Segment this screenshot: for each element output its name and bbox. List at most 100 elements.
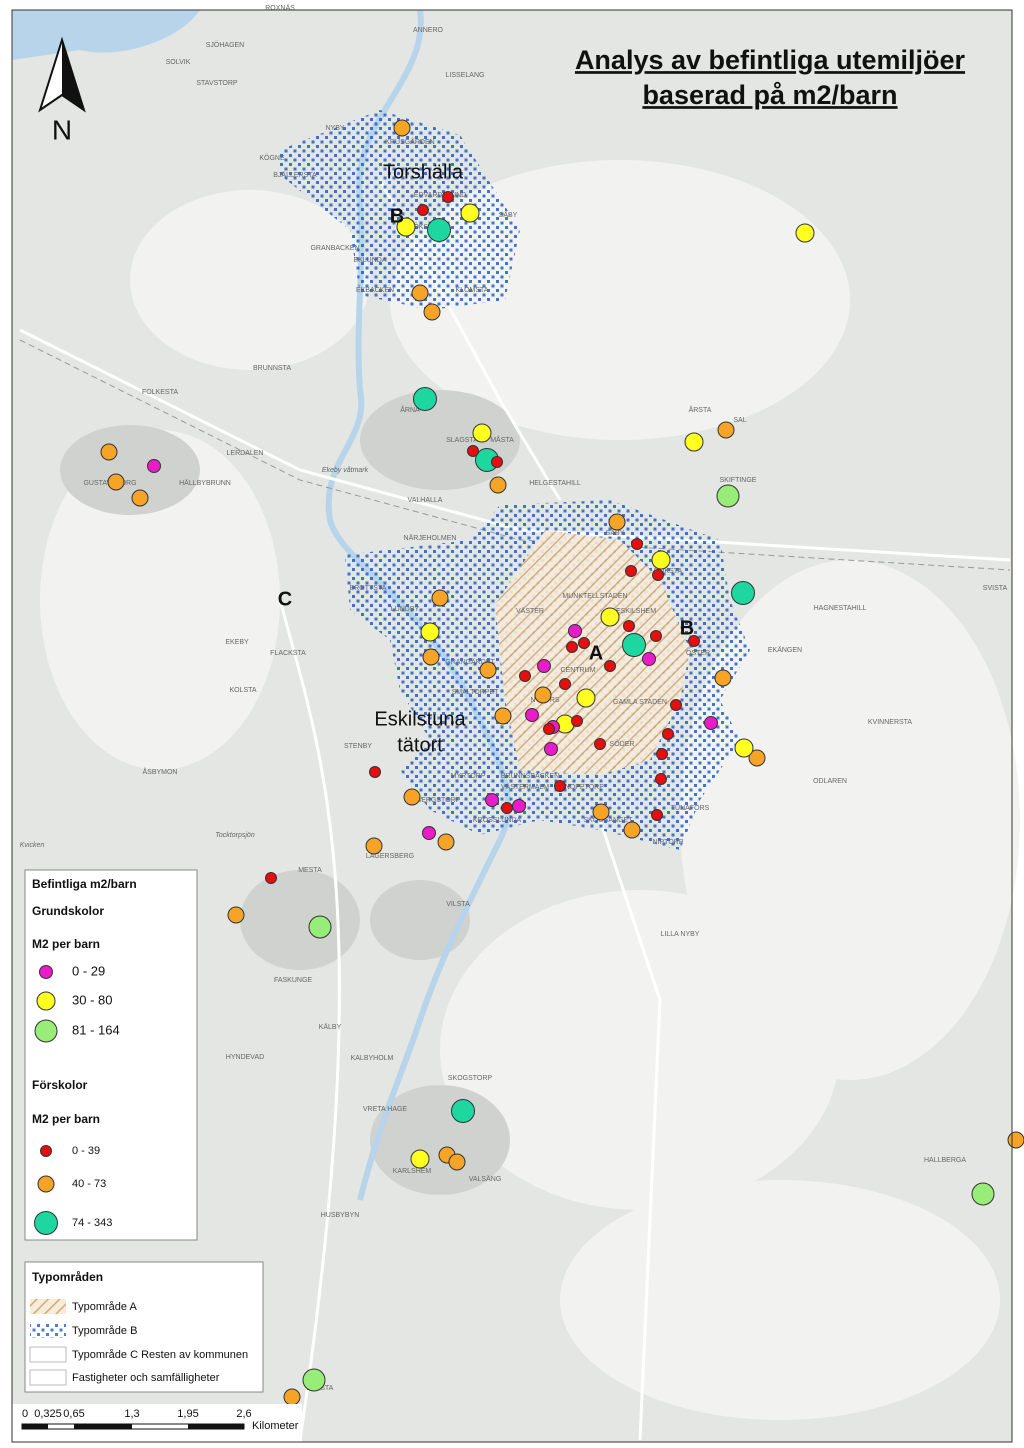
- urban-areas: [60, 390, 520, 1195]
- map-symbol: [460, 203, 480, 223]
- title: Analys av befintliga utemiljöer: [575, 45, 966, 75]
- map-symbol: [410, 1149, 430, 1169]
- place-name: NIPTORP: [653, 839, 684, 846]
- place-name: ÅRSTA: [689, 405, 712, 414]
- map-symbol: [594, 738, 606, 750]
- place-name: VRETA HAGE: [363, 1106, 408, 1113]
- legend-unit: M2 per barn: [32, 937, 100, 951]
- legend-item: Typområde A: [72, 1301, 137, 1313]
- legend-classes: 0 - 29 30 - 80 81 - 164 0 - 39 40 - 73 74 - 3…: [34, 963, 120, 1235]
- place-name: SÄBY: [606, 529, 625, 537]
- map-symbol: [716, 484, 740, 508]
- map-symbol: [688, 635, 700, 647]
- map-symbol: [651, 809, 663, 821]
- place-name: GRANGÄRDET: [445, 658, 495, 666]
- map-symbol: [554, 780, 566, 792]
- legend-group: Grundskolor: [32, 904, 104, 918]
- map-symbol: [519, 670, 531, 682]
- map-symbol: [731, 581, 755, 605]
- map-symbol: [578, 637, 590, 649]
- legend-swatch: [29, 1369, 67, 1386]
- place-name: KVINNERSTA: [868, 719, 913, 726]
- map-symbol: [566, 641, 578, 653]
- place-name: LAGERSBERG: [366, 853, 414, 860]
- legend-label: 0 - 39: [72, 1145, 100, 1157]
- north-label: N: [52, 114, 72, 145]
- place-name: EKBACKEN: [356, 287, 394, 294]
- scale-segment: [188, 1424, 244, 1429]
- place-name: SMALTORPET: [452, 689, 500, 696]
- place-name: KARLSHEM: [393, 1168, 432, 1175]
- map-symbol: [451, 1099, 475, 1123]
- map-symbol: [227, 906, 245, 924]
- map-symbol: [714, 669, 732, 687]
- map-symbol: [131, 489, 149, 507]
- legend-item: Typområde C Resten av kommunen: [72, 1349, 248, 1361]
- place-name: FLACKSTA: [270, 650, 306, 657]
- scale-label: 0: [22, 1408, 28, 1420]
- map-symbol: [396, 217, 416, 237]
- place-name: SÄBY: [499, 211, 518, 219]
- place-name: BJÄLLERSTA: [273, 171, 317, 179]
- place-name: ÅRNA: [400, 405, 420, 414]
- map-symbol: [413, 387, 437, 411]
- map-symbol: [365, 837, 383, 855]
- map-symbol: [656, 748, 668, 760]
- scale-segment: [74, 1424, 132, 1429]
- place-name: KROSSLUNDA: [473, 817, 522, 824]
- place-name: HYNDEVAD: [226, 1054, 264, 1061]
- map-symbol: [631, 538, 643, 550]
- map-symbol: [600, 607, 620, 627]
- legend-title: Typområden: [32, 1270, 103, 1284]
- legend-swatch: [29, 1346, 67, 1363]
- map-symbol: [417, 204, 429, 216]
- map-symbol: [302, 1368, 326, 1392]
- map-symbol: [608, 513, 626, 531]
- place-name: EDVARDSLUND: [414, 192, 466, 199]
- legend-item: Typområde B: [72, 1325, 137, 1337]
- open-land: [40, 160, 1020, 1420]
- map-symbol: [655, 773, 667, 785]
- map-symbol: [592, 803, 610, 821]
- legend-symbol: [40, 1145, 52, 1157]
- map-symbol: [734, 738, 754, 758]
- place-name: SNOPPTORP: [560, 784, 604, 791]
- map-symbol: [442, 191, 454, 203]
- place-name: LERDALEN: [227, 450, 264, 457]
- map-symbol: [543, 723, 555, 735]
- place-name: HÄLLBYBRUNN: [179, 479, 231, 487]
- area-label: B: [680, 617, 694, 639]
- map-symbol: [369, 766, 381, 778]
- area-label: tätort: [397, 734, 443, 756]
- legend-swatch: [30, 1323, 66, 1338]
- place-name: LUNDBY: [391, 606, 420, 613]
- map-symbol: [748, 749, 766, 767]
- map-symbol: [568, 624, 582, 638]
- place-name: SVISTA: [983, 585, 1008, 592]
- legend-label: 74 - 343: [72, 1217, 112, 1229]
- map-symbol: [604, 660, 616, 672]
- map-symbol: [651, 550, 671, 570]
- place-name: BROTTSTA: [350, 585, 387, 592]
- map-symbol: [670, 699, 682, 711]
- map-symbol: [100, 443, 118, 461]
- place-name: MUNKTELLSTADEN: [562, 593, 627, 600]
- place-name: KÖGNE: [259, 154, 285, 162]
- place-name: BRUNNSBACKEN: [501, 773, 559, 780]
- area-label: A: [589, 642, 603, 664]
- map-symbol: [537, 659, 551, 673]
- map-symbol: [485, 793, 499, 807]
- place-name: VILSTA: [446, 901, 470, 908]
- map-symbol: [684, 432, 704, 452]
- map-symbol: [795, 223, 815, 243]
- place-name: LISSELANG: [446, 72, 485, 79]
- legend-group: Förskolor: [32, 1078, 88, 1092]
- place-name: BRUNNSTA: [253, 365, 291, 372]
- area-label: B: [390, 205, 404, 227]
- map-symbol: [525, 708, 539, 722]
- place-name: SKOGSÄNGET: [583, 816, 633, 824]
- map-symbol: [544, 742, 558, 756]
